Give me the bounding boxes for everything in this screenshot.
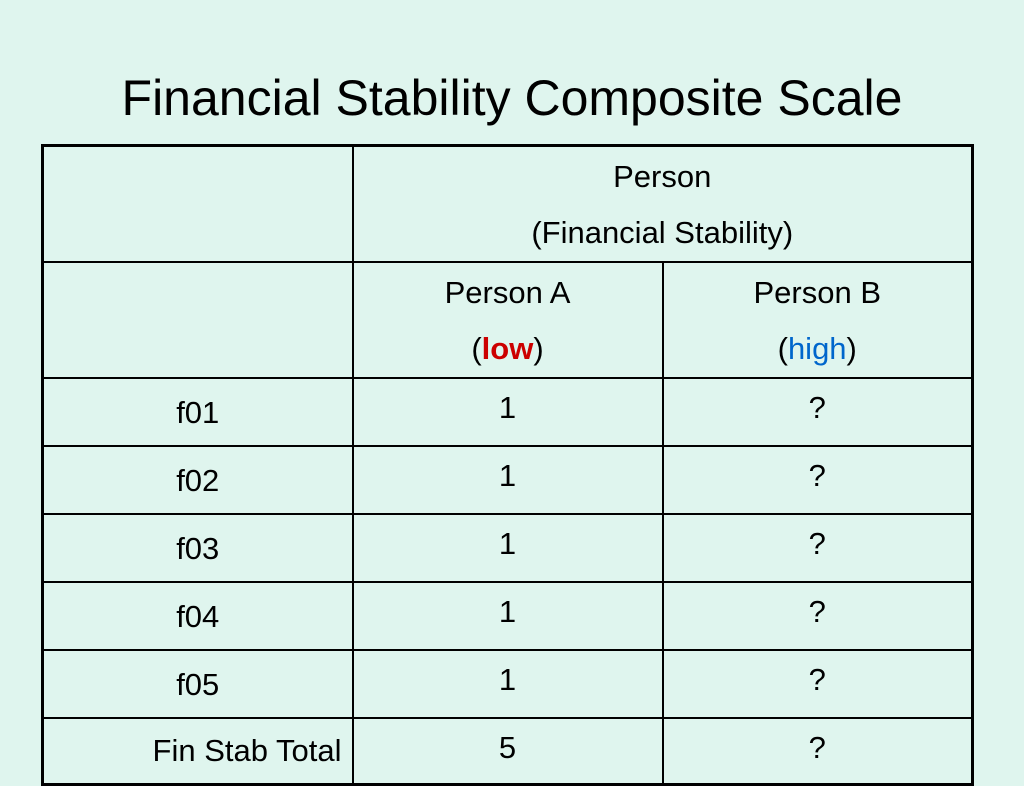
person-b-value: ? (808, 390, 826, 425)
header-row-persons: Person A (low) Person B (high) (41, 261, 974, 379)
total-label: Fin Stab Total (152, 733, 342, 768)
person-a-total: 5 (498, 730, 517, 765)
person-a-total-cell: 5 (351, 717, 664, 786)
person-b-value: ? (808, 662, 826, 697)
person-a-value-cell: 1 (351, 513, 664, 583)
person-b-value-cell: ? (661, 445, 974, 515)
person-header-line1: Person (613, 159, 712, 194)
person-a-value-cell: 1 (351, 649, 664, 719)
row-label-cell: f04 (41, 581, 354, 651)
person-a-value-cell: 1 (351, 445, 664, 515)
row-label: f05 (176, 667, 220, 702)
person-a-value: 1 (498, 390, 517, 425)
person-b-value: ? (808, 526, 826, 561)
person-a-value: 1 (498, 594, 517, 629)
person-a-value-cell: 1 (351, 581, 664, 651)
person-header-line2: (Financial Stability) (531, 215, 794, 250)
person-a-name: Person A (444, 275, 571, 310)
person-b-value: ? (808, 594, 826, 629)
person-b-value-cell: ? (661, 581, 974, 651)
person-b-value-cell: ? (661, 649, 974, 719)
person-a-value: 1 (498, 458, 517, 493)
person-b-value: ? (808, 458, 826, 493)
person-b-value-cell: ? (661, 513, 974, 583)
row-label-cell: f05 (41, 649, 354, 719)
row-label-cell: f03 (41, 513, 354, 583)
person-a-header-cell: Person A (low) (351, 261, 664, 379)
header-row-person: Person (Financial Stability) (41, 144, 974, 263)
person-a-level: low (481, 331, 534, 366)
row-label: f02 (176, 463, 220, 498)
row-label: f01 (176, 395, 220, 430)
person-a-value-cell: 1 (351, 377, 664, 447)
person-b-header-cell: Person B (high) (661, 261, 974, 379)
table-row: f02 1 ? (41, 445, 974, 515)
person-b-name: Person B (753, 275, 881, 310)
table-row: f04 1 ? (41, 581, 974, 651)
person-b-level: high (787, 331, 847, 366)
person-a-value: 1 (498, 662, 517, 697)
row-label: f04 (176, 599, 220, 634)
table-row: f03 1 ? (41, 513, 974, 583)
empty-corner-cell (41, 144, 354, 263)
person-a-open-paren: ( (471, 331, 482, 366)
person-a-close-paren: ) (533, 331, 544, 366)
row-label-cell: f02 (41, 445, 354, 515)
row-label-cell: f01 (41, 377, 354, 447)
person-header-cell: Person (Financial Stability) (351, 144, 974, 263)
person-b-value-cell: ? (661, 377, 974, 447)
total-row: Fin Stab Total 5 ? (41, 717, 974, 786)
person-b-total-cell: ? (661, 717, 974, 786)
person-a-value: 1 (498, 526, 517, 561)
person-b-total: ? (808, 730, 826, 765)
person-b-close-paren: ) (846, 331, 857, 366)
table-row: f01 1 ? (41, 377, 974, 447)
person-b-open-paren: ( (777, 331, 788, 366)
total-label-cell: Fin Stab Total (41, 717, 354, 786)
slide-title: Financial Stability Composite Scale (121, 70, 903, 126)
table-row: f05 1 ? (41, 649, 974, 719)
composite-scale-table: Person (Financial Stability) Person A (l… (41, 144, 974, 786)
row-label: f03 (176, 531, 220, 566)
empty-label-cell (41, 261, 354, 379)
